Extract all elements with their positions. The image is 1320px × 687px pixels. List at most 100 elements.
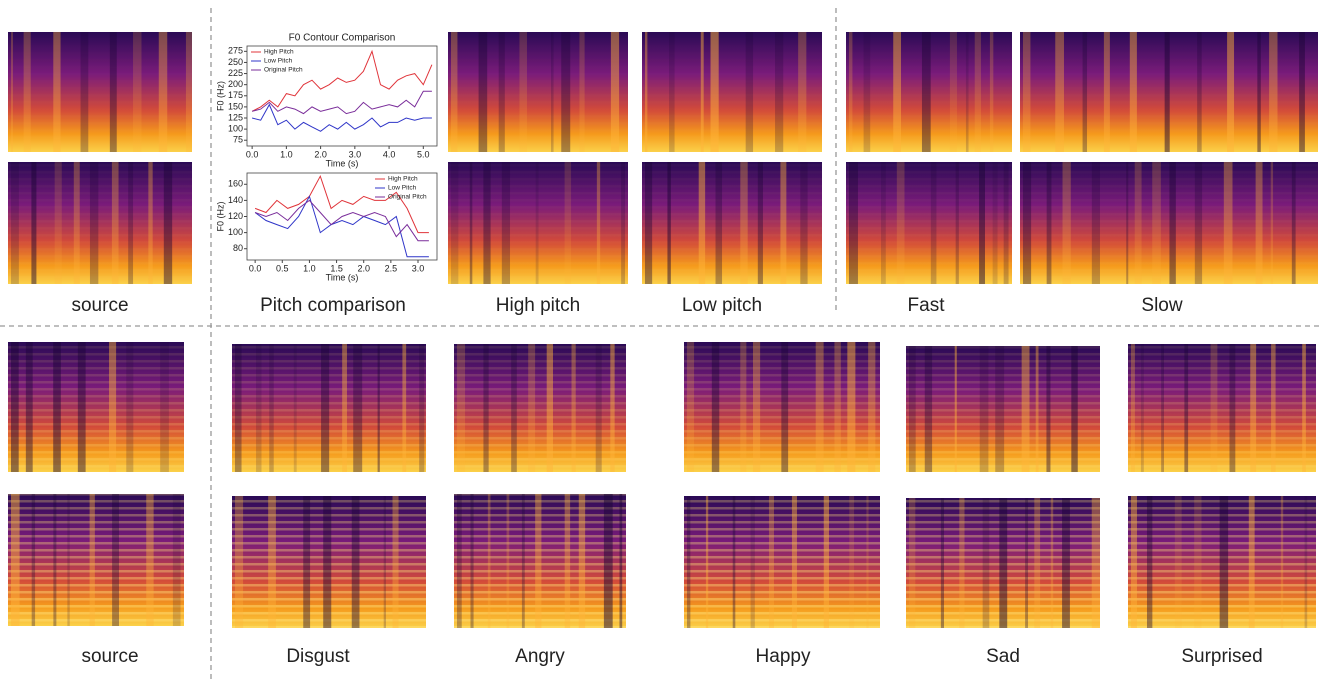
legend-label: Low Pitch [388, 185, 417, 192]
stripe [687, 496, 690, 628]
y-tick-label: 160 [228, 179, 243, 189]
x-tick-label: 2.0 [314, 149, 327, 159]
stripe [128, 162, 133, 284]
caption: Fast [908, 295, 946, 316]
stripe [1062, 498, 1070, 628]
stripe [758, 162, 763, 284]
stripe [1071, 346, 1077, 472]
stripe [1046, 346, 1050, 472]
stripe [126, 342, 133, 472]
stripe [950, 32, 957, 152]
stripe [687, 342, 694, 472]
stripe [1292, 162, 1296, 284]
stripe [321, 344, 329, 472]
stripe [419, 344, 424, 472]
stripe [528, 344, 535, 472]
stripe [148, 162, 152, 284]
stripe [565, 162, 571, 284]
stripe [999, 498, 1007, 628]
stripe [561, 32, 570, 152]
stripe [1220, 496, 1228, 628]
stripe [1302, 344, 1306, 472]
spectrogram [846, 162, 1012, 284]
spectrogram [684, 496, 880, 628]
stripe [1092, 162, 1100, 284]
stripe [849, 496, 854, 628]
stripe [980, 346, 989, 472]
spectrogram [642, 162, 822, 284]
y-tick-label: 120 [228, 211, 243, 221]
figure: source Pitch comparison High pitch Low p… [0, 0, 1320, 682]
stripe [959, 498, 964, 628]
caption: Pitch comparison [260, 295, 406, 316]
y-axis-label: F0 (Hz) [215, 202, 225, 232]
stripe [522, 494, 525, 628]
stripe [1036, 346, 1039, 472]
stripe [483, 344, 488, 472]
stripe [1023, 32, 1030, 152]
stripe [1161, 344, 1164, 472]
stripe [1131, 344, 1135, 472]
stripe [669, 32, 674, 152]
stripe [983, 498, 990, 628]
stripe [159, 32, 167, 152]
stripe [109, 342, 116, 472]
spectrogram [232, 496, 426, 628]
stripe [711, 32, 719, 152]
stripe [716, 162, 723, 284]
stripe [451, 162, 458, 284]
x-axis-label: Time (s) [326, 272, 359, 282]
y-tick-label: 275 [228, 46, 243, 56]
y-tick-label: 100 [228, 227, 243, 237]
y-tick-label: 80 [233, 243, 243, 253]
stripe [32, 494, 35, 626]
stripe [11, 342, 19, 472]
spectrogram [642, 32, 822, 152]
stripe [11, 162, 19, 284]
stripe [488, 494, 491, 628]
stripe [909, 346, 916, 472]
stripe [868, 342, 875, 472]
stripe [1141, 344, 1144, 472]
stripe [941, 498, 944, 628]
stripe [78, 342, 86, 472]
stripe [645, 32, 647, 152]
caption: High pitch [496, 295, 581, 316]
stripe [1227, 32, 1234, 152]
stripe [457, 344, 465, 472]
stripe [55, 162, 62, 284]
stripe [342, 344, 347, 472]
y-tick-label: 140 [228, 195, 243, 205]
stripe [956, 162, 959, 284]
stripe [740, 162, 747, 284]
stripe [1135, 162, 1142, 284]
spectrogram [232, 344, 426, 472]
spectrogram [448, 162, 628, 284]
y-tick-label: 225 [228, 68, 243, 78]
spectrogram [684, 342, 880, 472]
x-axis-label: Time (s) [326, 158, 359, 168]
stripe [667, 162, 670, 284]
stripe [849, 32, 852, 152]
stripe [1184, 344, 1188, 472]
stripe [975, 32, 981, 152]
stripe [1165, 32, 1170, 152]
stripe [1250, 344, 1256, 472]
x-tick-label: 1.5 [330, 263, 343, 273]
stripe [457, 494, 462, 628]
stripe [966, 32, 969, 152]
stripe [536, 162, 539, 284]
stripe [173, 494, 181, 626]
stripe [604, 494, 613, 628]
stripe [511, 344, 517, 472]
stripe [67, 494, 69, 626]
stripe [897, 162, 905, 284]
stripe [53, 494, 56, 626]
x-tick-label: 4.0 [383, 149, 396, 159]
spectrogram [8, 342, 184, 472]
stripe [1305, 496, 1308, 628]
stripe [1055, 32, 1064, 152]
spectrogram [1128, 344, 1316, 472]
stripe [112, 162, 119, 284]
x-tick-label: 0.0 [246, 149, 259, 159]
